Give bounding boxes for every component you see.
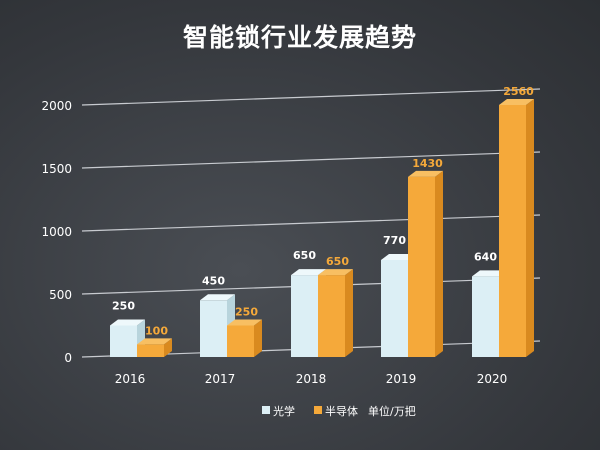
bar-光学-2019 [381,259,408,357]
y-tick-label: 0 [64,351,72,365]
bar-side [345,269,353,357]
bar-top [200,294,235,301]
legend-swatch [314,406,322,414]
bar-光学-2016 [110,325,137,357]
bar-top [472,270,507,277]
bar-光学-2017 [200,300,227,357]
bar-top [318,269,353,276]
legend-label: 光学 [273,404,295,418]
bar-top [408,170,443,177]
data-label: 770 [383,234,406,247]
data-label: 650 [326,255,349,268]
gridline [81,214,541,232]
bar-side [164,338,172,357]
x-tick-label: 2016 [115,372,146,386]
data-label: 2560 [503,85,534,98]
x-tick-label: 2020 [477,372,508,386]
x-tick-label: 2019 [386,372,417,386]
legend-label: 半导体 [325,404,358,418]
y-tick-label: 2000 [41,99,72,113]
bar-半导体-2019 [408,176,435,357]
data-label: 250 [112,300,135,313]
bar-半导体-2020 [499,105,526,357]
bar-side [254,319,262,357]
y-tick-label: 1500 [41,162,72,176]
bar-半导体-2018 [318,275,345,357]
gridline [81,151,541,169]
chart-title: 智能锁行业发展趋势 [182,23,417,52]
gridline [81,88,541,106]
unit-note: 单位/万把 [368,404,416,418]
bar-半导体-2016 [137,344,164,357]
bar-top [137,338,172,345]
x-tick-label: 2018 [296,372,327,386]
data-label: 100 [145,324,168,337]
bar-光学-2020 [472,276,499,357]
legend-swatch [262,406,270,414]
data-label: 450 [202,274,225,287]
bar-side [435,170,443,357]
data-label: 1430 [412,157,443,170]
bar-top [227,319,262,326]
bar-top [291,269,326,276]
data-label: 250 [235,306,258,319]
data-label: 650 [293,249,316,262]
bar-半导体-2017 [227,325,254,357]
bar-光学-2018 [291,275,318,357]
y-tick-label: 500 [49,288,72,302]
bar-top [381,253,416,260]
bar-top [110,319,145,326]
bar-side [526,99,534,357]
x-tick-label: 2017 [205,372,236,386]
data-label: 640 [474,250,497,263]
y-tick-label: 1000 [41,225,72,239]
bar-top [499,99,534,105]
